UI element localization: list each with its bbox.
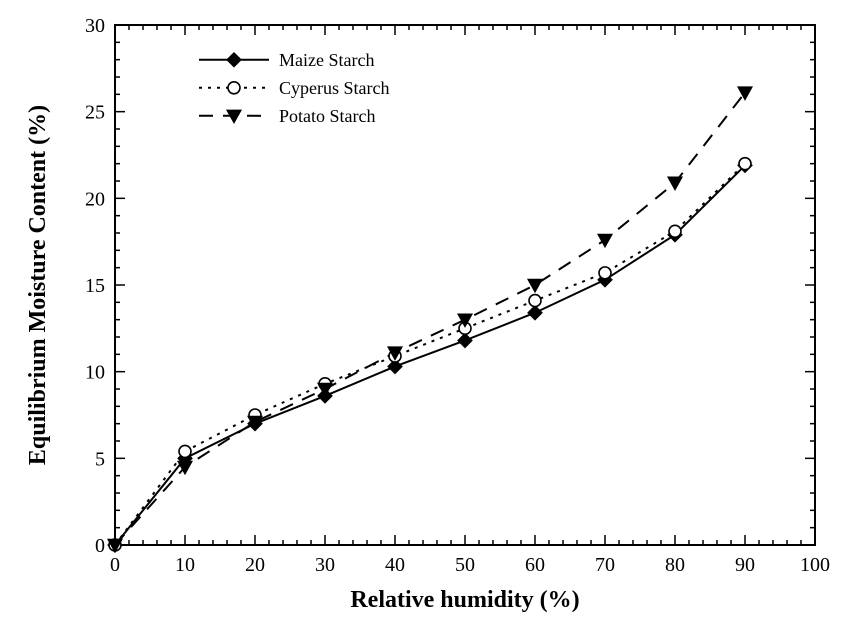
- moisture-chart: 0 10 20 30 40 50 60 70 80 90 100 0 5 10 15 20 25 30 Relati…: [0, 0, 850, 623]
- legend-label: Potato Starch: [279, 106, 376, 126]
- x-tick-label: 70: [595, 554, 615, 576]
- x-tick-label: 30: [315, 554, 335, 576]
- x-tick-label: 10: [175, 554, 195, 576]
- x-tick-label: 100: [800, 554, 830, 576]
- x-tick-label: 0: [110, 554, 120, 576]
- x-tick-label: 20: [245, 554, 265, 576]
- x-tick-label: 50: [455, 554, 475, 576]
- y-tick-label: 30: [85, 15, 105, 37]
- y-tick-label: 10: [85, 362, 105, 384]
- y-tick-label: 0: [95, 535, 105, 557]
- y-tick-label: 5: [95, 448, 105, 470]
- legend-label: Cyperus Starch: [279, 78, 389, 98]
- x-tick-label: 80: [665, 554, 685, 576]
- y-tick-label: 15: [85, 275, 105, 297]
- x-tick-label: 90: [735, 554, 755, 576]
- x-tick-label: 40: [385, 554, 405, 576]
- y-tick-label: 20: [85, 188, 105, 210]
- x-axis-label: Relative humidity (%): [350, 587, 579, 613]
- x-tick-label: 60: [525, 554, 545, 576]
- legend-label: Maize Starch: [279, 50, 374, 70]
- y-tick-label: 25: [85, 102, 105, 124]
- y-axis-label: Equilibrium Moisture Content (%): [25, 105, 51, 465]
